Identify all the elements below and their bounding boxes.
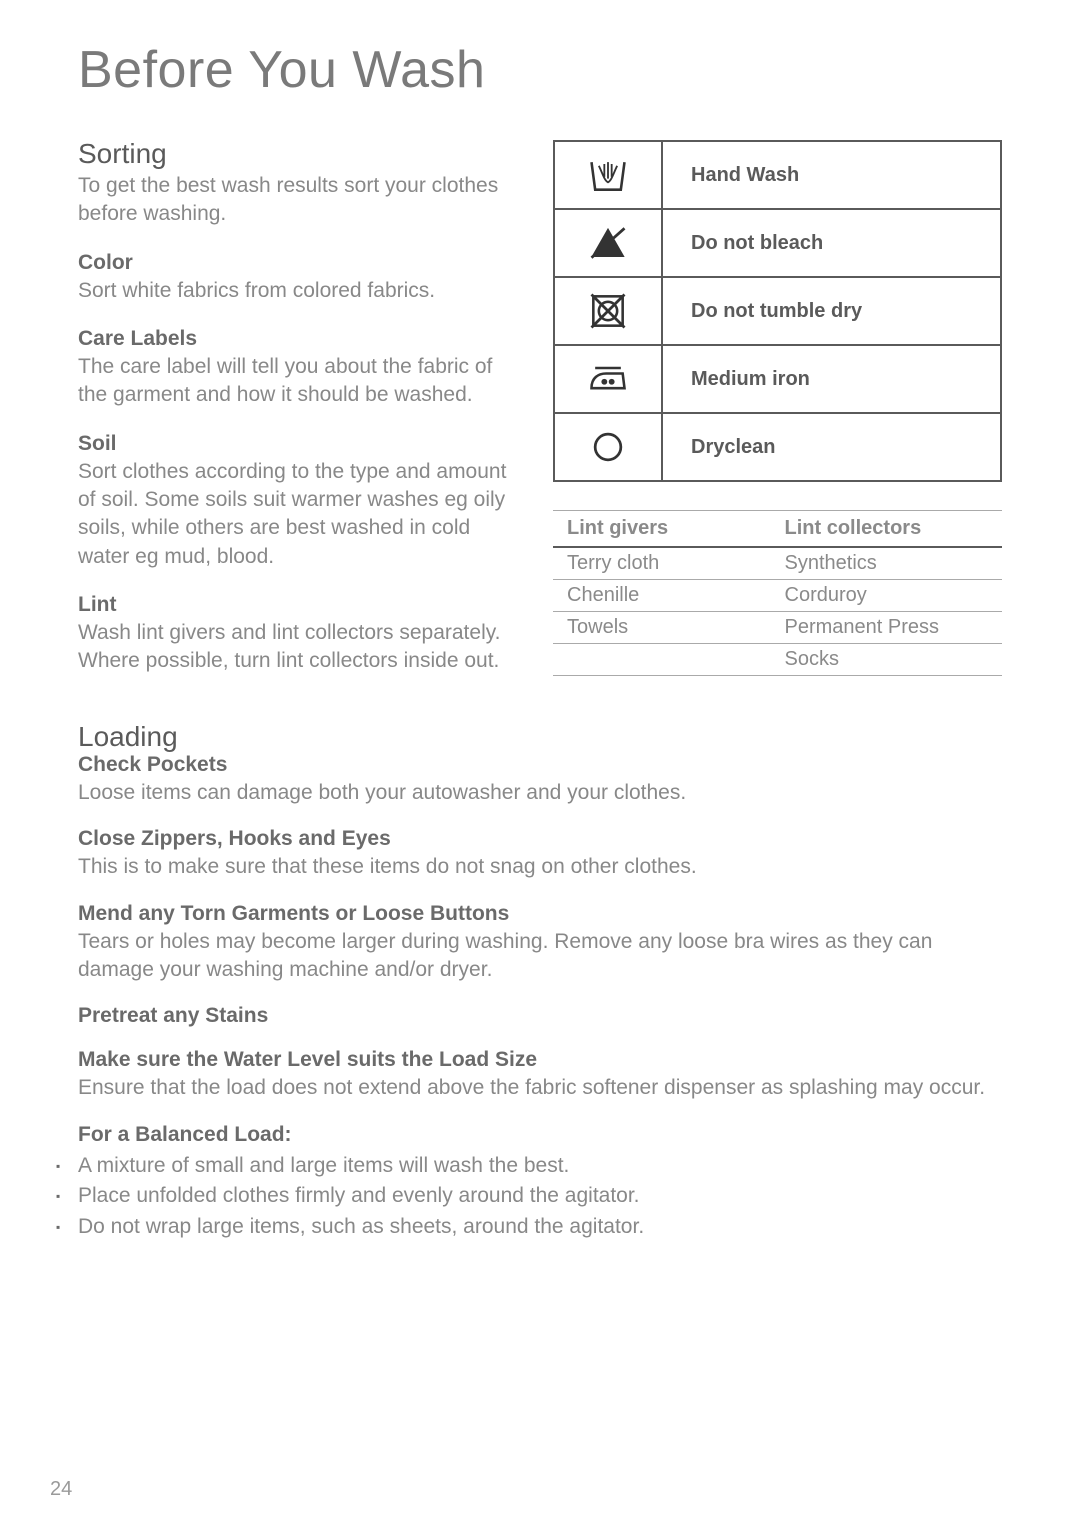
- lint-body: Wash lint givers and lint collectors sep…: [78, 619, 513, 676]
- table-row: Terry cloth Synthetics: [553, 548, 1002, 580]
- care-labels-heading: Care Labels: [78, 327, 513, 351]
- cell: Terry cloth: [567, 552, 785, 575]
- cell: Synthetics: [785, 552, 1003, 575]
- medium-iron-icon: [555, 346, 663, 412]
- dryclean-icon: [555, 414, 663, 480]
- sorting-column: Sorting To get the best wash results sor…: [78, 138, 513, 676]
- care-label: Dryclean: [663, 414, 1000, 480]
- hand-wash-icon: [555, 142, 663, 208]
- sorting-heading: Sorting: [78, 138, 513, 170]
- color-heading: Color: [78, 251, 513, 275]
- column-header: Lint collectors: [785, 517, 1003, 540]
- table-row: Medium iron: [555, 346, 1000, 414]
- soil-heading: Soil: [78, 432, 513, 456]
- cell: [567, 648, 785, 671]
- close-zippers-body: This is to make sure that these items do…: [78, 853, 1002, 881]
- table-row: Do not tumble dry: [555, 278, 1000, 346]
- close-zippers-heading: Close Zippers, Hooks and Eyes: [78, 827, 1002, 851]
- column-header: Lint givers: [567, 517, 785, 540]
- care-label: Do not bleach: [663, 210, 1000, 276]
- mend-body: Tears or holes may become larger during …: [78, 928, 1002, 985]
- table-row: Dryclean: [555, 414, 1000, 480]
- loading-section: Loading Check Pockets Loose items can da…: [78, 721, 1002, 1242]
- lint-table-header: Lint givers Lint collectors: [553, 510, 1002, 548]
- list-item: A mixture of small and large items will …: [56, 1151, 1002, 1181]
- sorting-intro: To get the best wash results sort your c…: [78, 172, 513, 229]
- cell: Towels: [567, 616, 785, 639]
- table-row: Hand Wash: [555, 142, 1000, 210]
- no-bleach-icon: [555, 210, 663, 276]
- table-row: Socks: [553, 644, 1002, 676]
- mend-heading: Mend any Torn Garments or Loose Buttons: [78, 902, 1002, 926]
- check-pockets-heading: Check Pockets: [78, 753, 1002, 777]
- table-row: Do not bleach: [555, 210, 1000, 278]
- no-tumble-dry-icon: [555, 278, 663, 344]
- loading-heading: Loading: [78, 721, 1002, 753]
- cell: Corduroy: [785, 584, 1003, 607]
- care-label: Do not tumble dry: [663, 278, 1000, 344]
- cell: Chenille: [567, 584, 785, 607]
- list-item: Do not wrap large items, such as sheets,…: [56, 1212, 1002, 1242]
- table-row: Towels Permanent Press: [553, 612, 1002, 644]
- pretreat-heading: Pretreat any Stains: [78, 1004, 1002, 1028]
- care-labels-table: Hand Wash Do not bleach: [553, 140, 1002, 482]
- water-level-heading: Make sure the Water Level suits the Load…: [78, 1048, 1002, 1072]
- cell: Permanent Press: [785, 616, 1003, 639]
- cell: Socks: [785, 648, 1003, 671]
- lint-table: Lint givers Lint collectors Terry cloth …: [553, 510, 1002, 676]
- table-row: Chenille Corduroy: [553, 580, 1002, 612]
- lint-heading: Lint: [78, 593, 513, 617]
- list-item: Place unfolded clothes firmly and evenly…: [56, 1181, 1002, 1211]
- page-title: Before You Wash: [78, 40, 1002, 100]
- care-label: Medium iron: [663, 346, 1000, 412]
- care-label: Hand Wash: [663, 142, 1000, 208]
- check-pockets-body: Loose items can damage both your autowas…: [78, 779, 1002, 807]
- balanced-load-heading: For a Balanced Load:: [78, 1123, 1002, 1147]
- color-body: Sort white fabrics from colored fabrics.: [78, 277, 513, 305]
- care-labels-body: The care label will tell you about the f…: [78, 353, 513, 410]
- soil-body: Sort clothes according to the type and a…: [78, 458, 513, 571]
- page-number: 24: [50, 1478, 72, 1501]
- water-level-body: Ensure that the load does not extend abo…: [78, 1074, 1002, 1102]
